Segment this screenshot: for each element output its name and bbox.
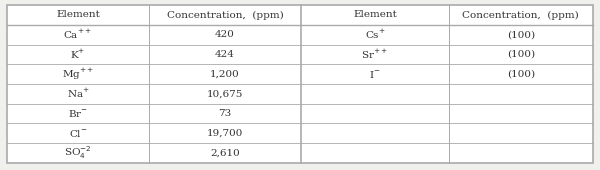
Text: Ca$^{++}$: Ca$^{++}$: [64, 28, 92, 41]
Text: I$^{-}$: I$^{-}$: [369, 69, 381, 80]
Text: Cs$^{+}$: Cs$^{+}$: [365, 28, 385, 41]
Text: Mg$^{++}$: Mg$^{++}$: [62, 67, 94, 82]
Text: 2,610: 2,610: [210, 149, 240, 157]
Text: 424: 424: [215, 50, 235, 59]
Text: 10,675: 10,675: [207, 89, 243, 98]
Text: Na$^{+}$: Na$^{+}$: [67, 87, 89, 100]
Text: K$^{+}$: K$^{+}$: [70, 48, 86, 61]
Text: (100): (100): [507, 50, 535, 59]
Text: Concentration,  (ppm): Concentration, (ppm): [167, 10, 283, 20]
Text: 1,200: 1,200: [210, 70, 240, 79]
Text: Element: Element: [56, 11, 100, 19]
Text: Sr$^{++}$: Sr$^{++}$: [361, 48, 389, 61]
Text: Element: Element: [353, 11, 397, 19]
Text: 420: 420: [215, 30, 235, 39]
Text: Br$^{-}$: Br$^{-}$: [68, 108, 88, 119]
Text: 73: 73: [218, 109, 232, 118]
Text: 19,700: 19,700: [207, 129, 243, 138]
Text: (100): (100): [507, 30, 535, 39]
Text: SO$_4^{-2}$: SO$_4^{-2}$: [64, 145, 92, 161]
Text: Concentration,  (ppm): Concentration, (ppm): [463, 10, 579, 20]
Text: (100): (100): [507, 70, 535, 79]
Text: Cl$^{-}$: Cl$^{-}$: [68, 128, 88, 139]
